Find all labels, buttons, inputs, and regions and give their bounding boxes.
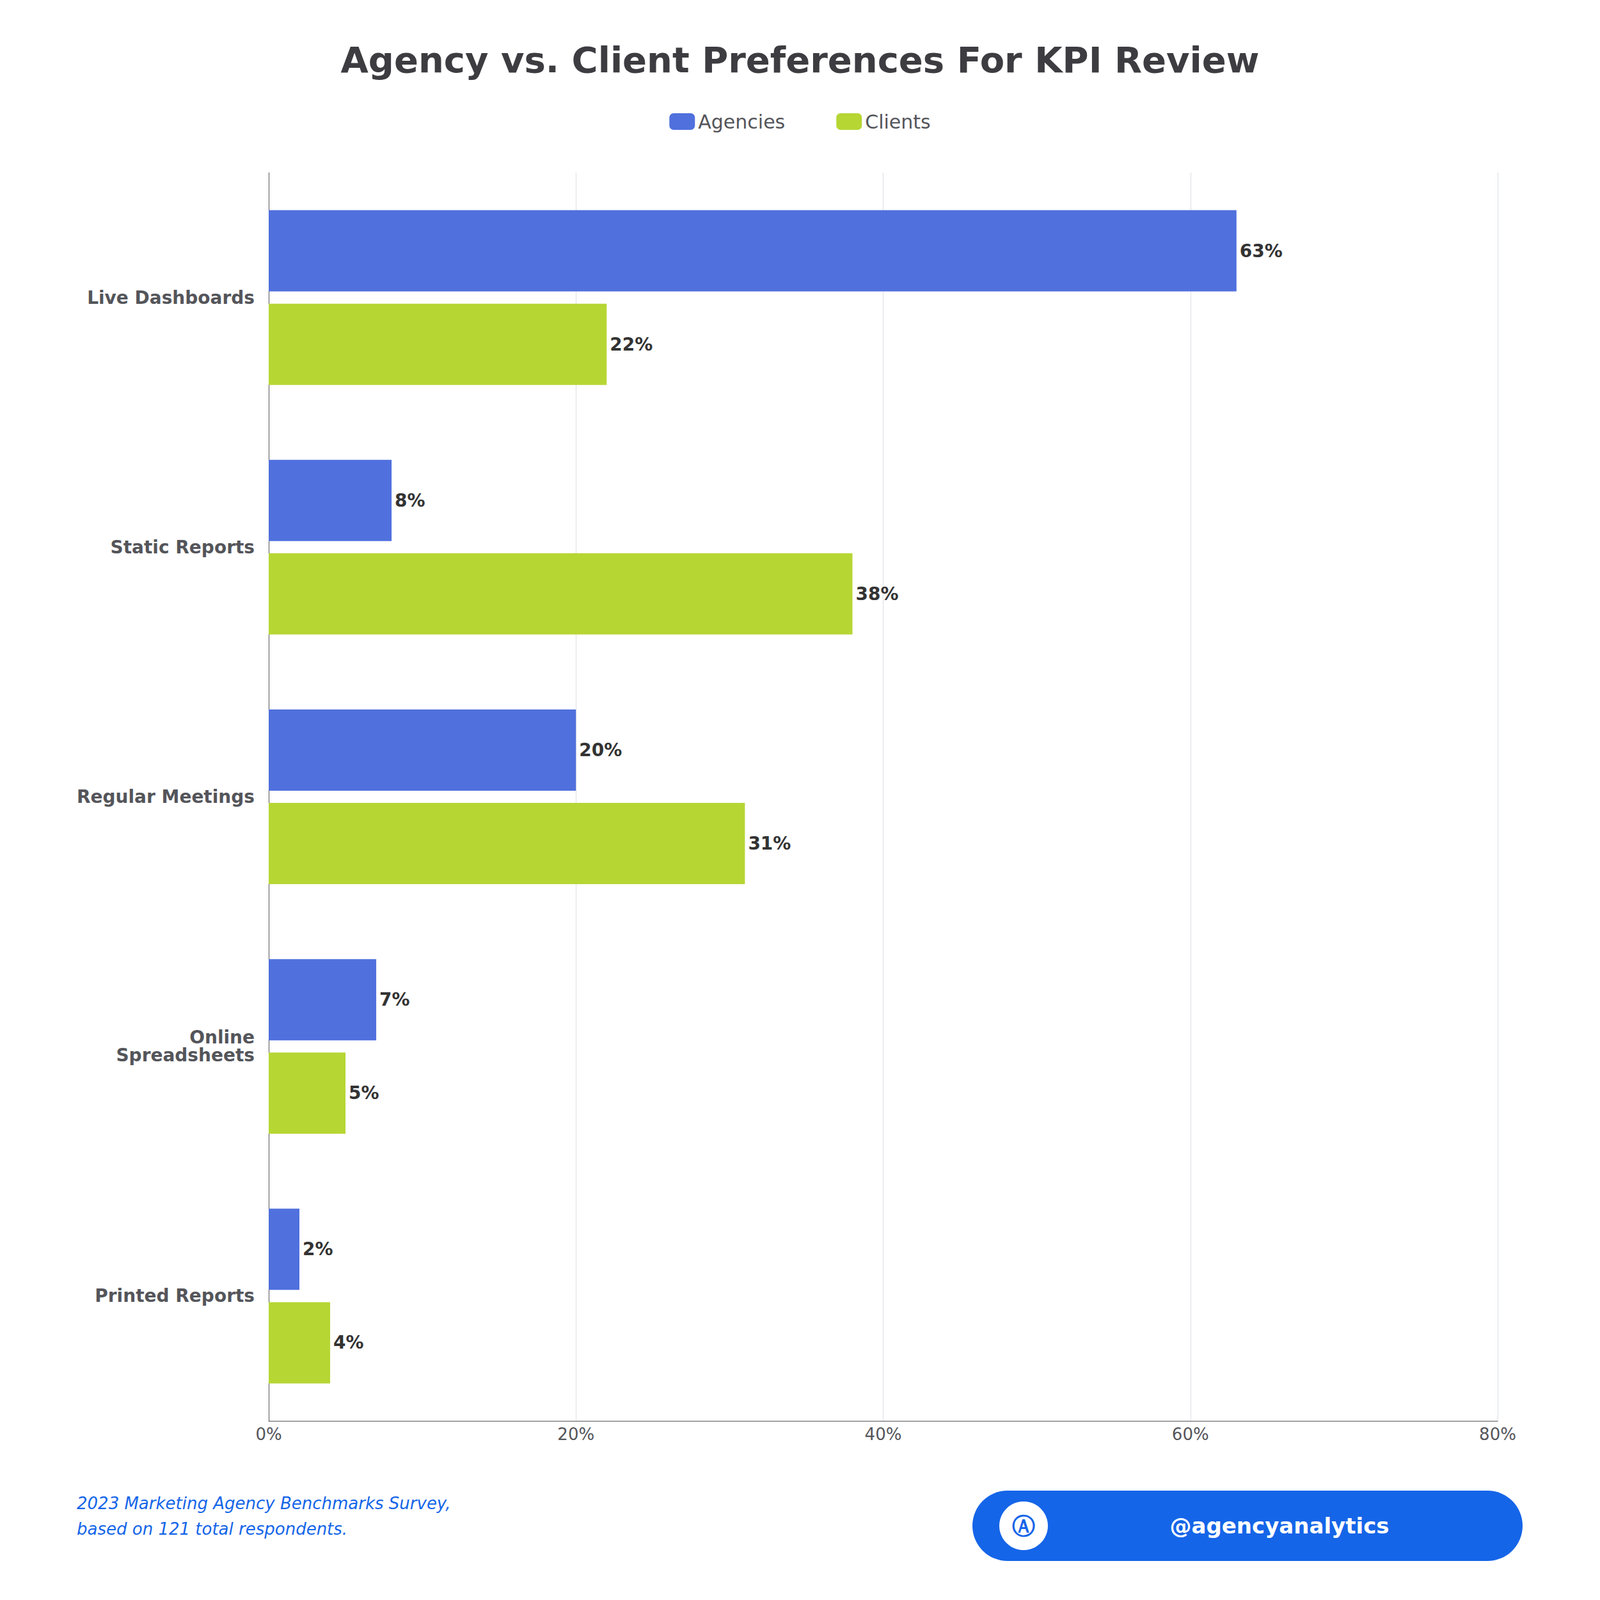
svg-text:Ⓐ: Ⓐ	[1012, 1512, 1036, 1540]
svg-text:@agencyanalytics: @agencyanalytics	[1169, 1512, 1389, 1539]
svg-text:Clients: Clients	[864, 110, 931, 134]
svg-text:Regular Meetings: Regular Meetings	[76, 786, 255, 808]
svg-text:Static Reports: Static Reports	[110, 536, 255, 558]
svg-text:Agency vs. Client Preferences: Agency vs. Client Preferences For KPI Re…	[340, 39, 1260, 81]
svg-text:0%: 0%	[255, 1424, 282, 1444]
svg-text:Agencies: Agencies	[697, 110, 785, 134]
svg-text:5%: 5%	[348, 1082, 380, 1104]
svg-text:Spreadsheets: Spreadsheets	[115, 1044, 255, 1066]
svg-text:7%: 7%	[379, 989, 411, 1011]
svg-text:Online: Online	[189, 1026, 255, 1049]
svg-text:2023 Marketing Agency Benchmar: 2023 Marketing Agency Benchmarks Survey,	[76, 1493, 452, 1513]
svg-text:38%: 38%	[855, 583, 899, 605]
svg-text:4%: 4%	[333, 1331, 365, 1354]
svg-text:2%: 2%	[302, 1238, 334, 1260]
svg-text:20%: 20%	[557, 1424, 595, 1444]
svg-text:80%: 80%	[1479, 1424, 1517, 1444]
svg-text:Live Dashboards: Live Dashboards	[87, 287, 255, 309]
svg-text:20%: 20%	[578, 739, 622, 761]
svg-text:40%: 40%	[864, 1424, 903, 1444]
svg-text:31%: 31%	[747, 832, 791, 855]
svg-text:22%: 22%	[609, 333, 653, 356]
svg-text:8%: 8%	[394, 490, 426, 512]
svg-text:based on 121 total respondents: based on 121 total respondents.	[76, 1519, 348, 1539]
svg-text:60%: 60%	[1172, 1424, 1210, 1444]
svg-text:63%: 63%	[1239, 240, 1283, 262]
svg-text:Printed Reports: Printed Reports	[94, 1285, 255, 1307]
